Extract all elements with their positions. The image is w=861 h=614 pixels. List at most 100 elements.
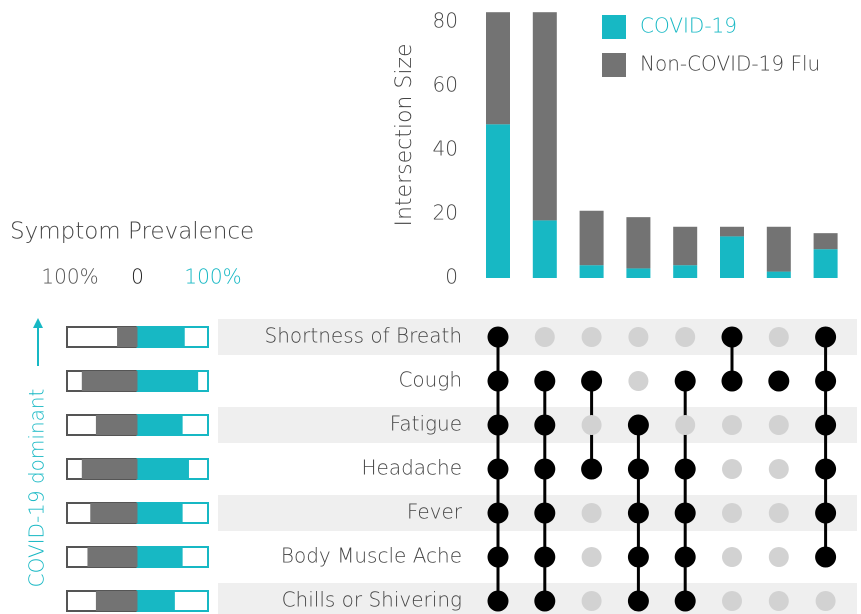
matrix-dot bbox=[534, 414, 556, 436]
matrix-dot bbox=[534, 370, 556, 392]
matrix-dot bbox=[581, 370, 603, 392]
prevalence-title: Symptom Prevalence bbox=[10, 219, 254, 245]
bar-segment bbox=[579, 265, 604, 278]
prevalence-bar bbox=[137, 415, 183, 435]
bar-segment bbox=[720, 236, 744, 278]
matrix-dot bbox=[675, 415, 696, 435]
y-tick-label: 0 bbox=[445, 265, 458, 289]
prevalence-bar bbox=[95, 415, 138, 435]
matrix-dot bbox=[815, 591, 836, 611]
matrix-dot bbox=[722, 415, 742, 435]
matrix-dot bbox=[768, 591, 789, 611]
matrix-dot bbox=[581, 415, 602, 435]
prevalence-bar bbox=[95, 591, 138, 611]
bar-segment bbox=[486, 12, 510, 125]
matrix-dot bbox=[581, 547, 602, 567]
matrix-dot bbox=[815, 326, 837, 348]
prevalence-tick-label: 0 bbox=[131, 265, 144, 289]
bar-segment bbox=[766, 271, 791, 278]
matrix-dot bbox=[628, 371, 649, 391]
matrix-dot bbox=[487, 414, 509, 436]
set-label: Body Muscle Ache bbox=[281, 544, 462, 568]
prevalence-bar bbox=[87, 547, 138, 567]
matrix-dot bbox=[627, 458, 649, 480]
set-label: Cough bbox=[398, 368, 462, 392]
matrix-dot bbox=[487, 458, 509, 480]
matrix-dot bbox=[815, 502, 837, 524]
matrix-dot bbox=[581, 503, 602, 523]
legend-swatch bbox=[602, 15, 626, 39]
matrix-dot bbox=[722, 591, 742, 611]
matrix-dot bbox=[768, 459, 789, 479]
set-label: Fever bbox=[407, 500, 463, 524]
matrix-dot bbox=[674, 590, 696, 612]
bar-segment bbox=[813, 233, 838, 250]
legend-label: Non-COVID-19 Flu bbox=[640, 52, 820, 76]
matrix-dot bbox=[815, 546, 837, 568]
matrix-dot bbox=[534, 327, 555, 347]
matrix-dot bbox=[627, 414, 649, 436]
prevalence-bar bbox=[137, 547, 183, 567]
y-tick-label: 40 bbox=[433, 136, 458, 160]
matrix-dot bbox=[487, 546, 509, 568]
prevalence-bar bbox=[90, 503, 138, 523]
prevalence-tick-label: 100% bbox=[184, 265, 241, 289]
matrix-dot bbox=[581, 591, 602, 611]
y-tick-label: 20 bbox=[433, 200, 458, 224]
bar-segment bbox=[626, 217, 651, 269]
bar-segment bbox=[766, 226, 791, 272]
prevalence-bar bbox=[137, 327, 185, 347]
matrix-dot bbox=[487, 502, 509, 524]
prevalence-tick-label: 100% bbox=[41, 265, 98, 289]
prevalence-bar bbox=[137, 459, 189, 479]
matrix-dot bbox=[581, 458, 603, 480]
set-label: Headache bbox=[361, 456, 462, 480]
matrix-dot bbox=[534, 502, 556, 524]
prevalence-bar bbox=[137, 371, 199, 391]
matrix-dot bbox=[721, 326, 743, 348]
matrix-dot bbox=[721, 370, 743, 392]
matrix-dot bbox=[534, 546, 556, 568]
matrix-dot bbox=[768, 415, 789, 435]
matrix-dot bbox=[675, 327, 696, 347]
matrix-dot bbox=[722, 547, 742, 567]
bar-segment bbox=[626, 268, 651, 278]
y-tick-label: 60 bbox=[433, 72, 458, 96]
matrix-dot bbox=[627, 546, 649, 568]
legend-label: COVID-19 bbox=[640, 14, 737, 38]
y-tick-label: 80 bbox=[433, 8, 458, 32]
prevalence-bar bbox=[117, 327, 138, 347]
bar-segment bbox=[813, 249, 838, 278]
annotation: COVID-19 dominant bbox=[25, 389, 49, 588]
matrix-dot bbox=[627, 590, 649, 612]
bar-segment bbox=[720, 226, 744, 237]
matrix-dot bbox=[628, 327, 649, 347]
bar-segment bbox=[532, 220, 557, 278]
prevalence-bar bbox=[81, 459, 138, 479]
matrix-dot bbox=[768, 327, 789, 347]
bar-segment bbox=[486, 124, 510, 279]
bar-segment bbox=[673, 226, 698, 266]
matrix-dot bbox=[815, 414, 837, 436]
matrix-dot bbox=[768, 370, 790, 392]
matrix-dot bbox=[674, 502, 696, 524]
matrix-dot bbox=[768, 503, 789, 523]
matrix-dot bbox=[815, 458, 837, 480]
prevalence-bar bbox=[137, 503, 183, 523]
set-label: Fatigue bbox=[390, 412, 462, 436]
matrix-dot bbox=[815, 370, 837, 392]
matrix-dot bbox=[487, 590, 509, 612]
bar-segment bbox=[532, 12, 557, 221]
matrix-dot bbox=[674, 546, 696, 568]
matrix-dot bbox=[581, 327, 602, 347]
matrix-dot bbox=[674, 458, 696, 480]
bar-segment bbox=[579, 210, 604, 266]
matrix-dot bbox=[722, 503, 742, 523]
matrix-dot bbox=[534, 590, 556, 612]
annotation-arrowhead bbox=[33, 318, 43, 328]
matrix-dot bbox=[534, 458, 556, 480]
legend-swatch bbox=[602, 53, 626, 77]
bar-segment bbox=[673, 265, 698, 278]
prevalence-bar bbox=[81, 371, 138, 391]
prevalence-bar bbox=[137, 591, 175, 611]
